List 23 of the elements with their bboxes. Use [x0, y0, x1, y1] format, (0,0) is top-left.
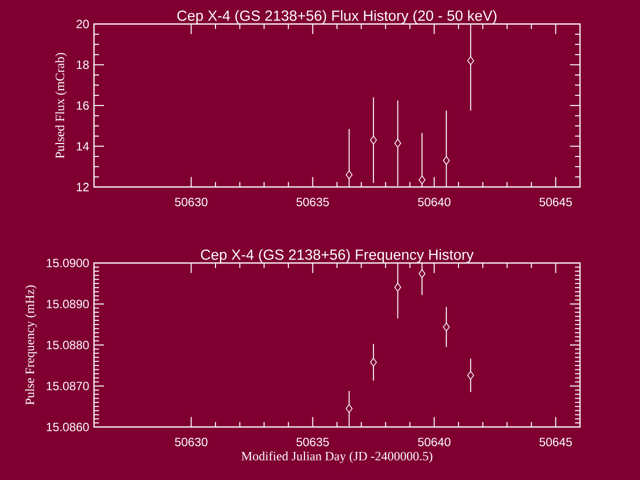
x-axis-title: Modified Julian Day (JD -2400000.5)	[241, 451, 432, 464]
y-tick-label: 15.0860	[46, 422, 89, 432]
y-axis-title: Pulsed Flux (mCrab)	[55, 52, 67, 158]
y-axis-title: Pulse Frequency (mHz)	[25, 285, 37, 405]
y-tick-label: 15.0870	[46, 382, 89, 390]
y-tick-label: 15.0900	[46, 258, 89, 268]
chart-title: Cep X-4 (GS 2138+56) Frequency History	[201, 249, 474, 263]
x-tick-label: 50635	[296, 198, 329, 206]
chart-title: Cep X-4 (GS 2138+56) Flux History (20 - 50 keV)	[177, 10, 496, 24]
y-tick-label: 18	[76, 60, 89, 70]
x-tick-label: 50645	[539, 438, 572, 446]
y-tick-label: 16	[76, 101, 89, 110]
x-tick-label: 50630	[174, 438, 208, 446]
y-tick-label: 15.0890	[46, 300, 89, 308]
x-tick-label: 50640	[418, 198, 450, 206]
y-tick-label: 15.0880	[46, 340, 89, 350]
x-tick-label: 50645	[539, 198, 572, 206]
y-tick-label: 20	[76, 20, 89, 28]
y-tick-label: 12	[76, 182, 89, 192]
x-tick-label: 50635	[296, 438, 329, 446]
x-tick-label: 50630	[174, 198, 208, 206]
x-tick-label: 50640	[418, 438, 450, 446]
y-tick-label: 14	[76, 142, 89, 150]
